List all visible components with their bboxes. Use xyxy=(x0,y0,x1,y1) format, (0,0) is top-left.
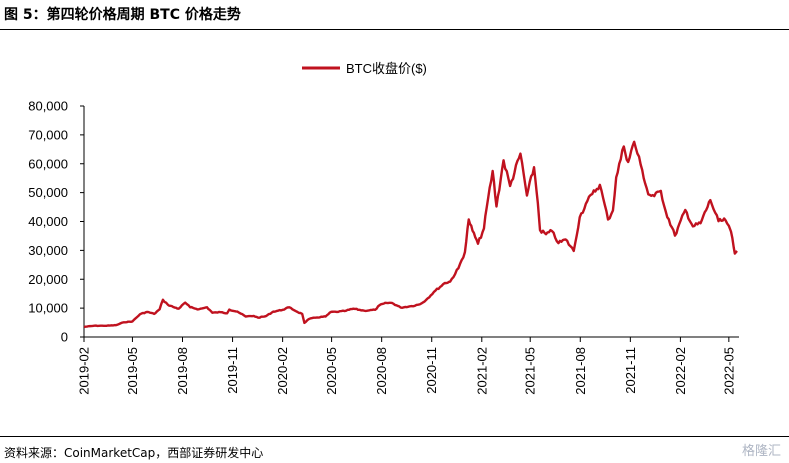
x-axis: 2019-02 2019-05 2019-08 2019-11 2020-02 2020-… xyxy=(77,336,739,395)
plot-area xyxy=(83,140,738,329)
x-tick-label: 2020-02 xyxy=(275,347,290,395)
x-tick-label: 2021-11 xyxy=(623,347,638,394)
source-rule xyxy=(0,436,789,437)
figure-title: 图 5：第四轮价格周期 BTC 价格走势 xyxy=(4,7,241,23)
y-tick-label: 20,000 xyxy=(28,272,68,287)
x-tick-label: 2019-11 xyxy=(225,347,240,394)
y-axis: 0 10,000 20,000 30,000 40,000 50,000 60,000 70,… xyxy=(28,99,85,345)
y-tick-label: 70,000 xyxy=(28,127,68,142)
title-rule xyxy=(0,29,789,30)
y-tick-label: 30,000 xyxy=(28,243,68,258)
legend-label: BTC收盘价($) xyxy=(346,61,427,76)
series-line-btc-close xyxy=(83,140,738,329)
y-tick-label: 10,000 xyxy=(28,301,68,316)
y-tick-label: 0 xyxy=(61,330,68,345)
source-note: 资料来源：CoinMarketCap，西部证券研发中心 xyxy=(4,446,264,460)
x-tick-label: 2019-02 xyxy=(77,347,92,395)
x-tick-label: 2021-02 xyxy=(474,347,489,395)
watermark-logo: 格隆汇 xyxy=(741,444,781,459)
x-tick-label: 2021-05 xyxy=(523,347,538,395)
y-tick-label: 60,000 xyxy=(28,156,68,171)
y-tick-label: 40,000 xyxy=(28,214,68,229)
y-tick-label: 80,000 xyxy=(28,99,68,114)
x-tick-label: 2019-05 xyxy=(125,347,140,395)
x-tick-label: 2020-08 xyxy=(374,347,389,395)
x-tick-label: 2022-02 xyxy=(673,347,688,395)
x-tick-label: 2020-11 xyxy=(424,347,439,394)
legend: BTC收盘价($) xyxy=(302,61,427,76)
y-tick-label: 50,000 xyxy=(28,185,68,200)
x-tick-label: 2020-05 xyxy=(324,347,339,395)
x-tick-label: 2022-05 xyxy=(721,347,736,395)
x-tick-label: 2019-08 xyxy=(175,347,190,395)
x-tick-label: 2021-08 xyxy=(573,347,588,395)
btc-price-chart: BTC收盘价($) 0 10,000 20,000 30,000 40,000 50,00… xyxy=(28,61,739,395)
